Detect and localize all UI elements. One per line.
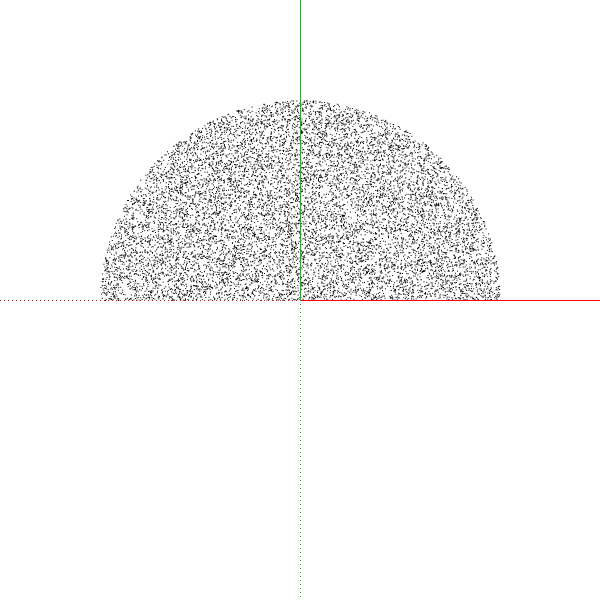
axes-layer — [0, 0, 600, 600]
scatter-plot — [0, 0, 600, 600]
scatter-viewport — [0, 0, 600, 600]
